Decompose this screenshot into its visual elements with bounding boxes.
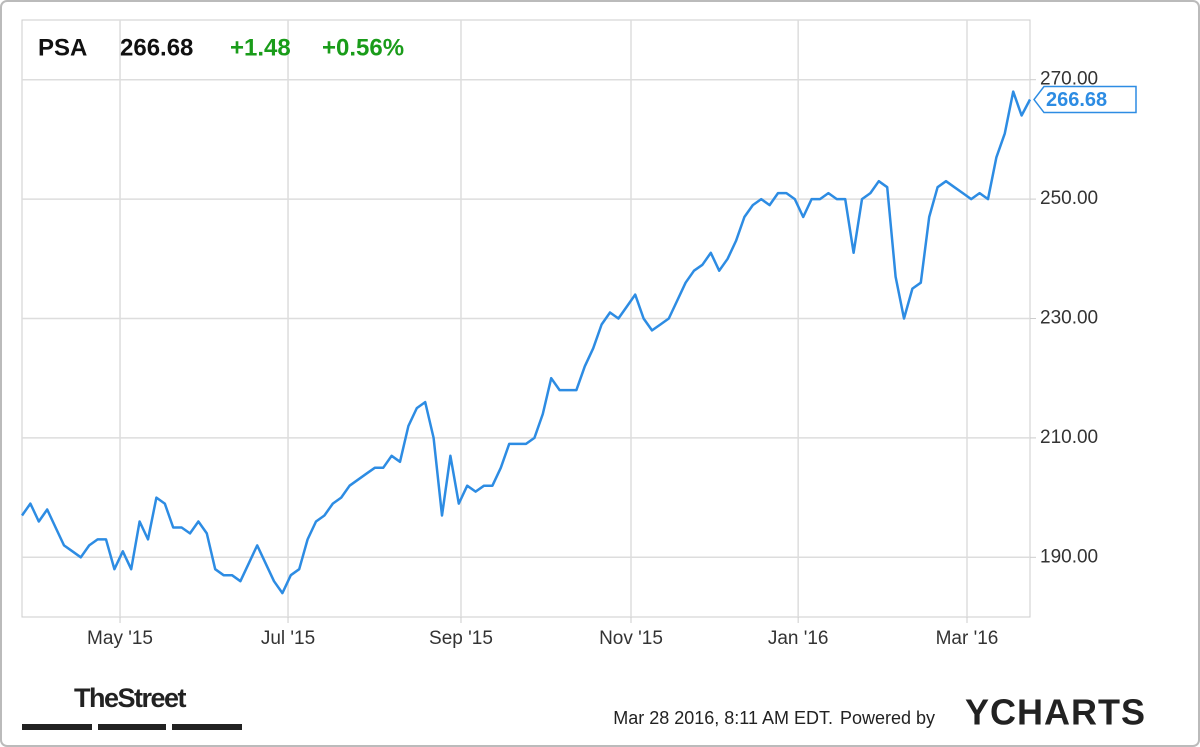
last-value-callout (1033, 85, 1137, 114)
x-tick-label: Sep '15 (429, 628, 493, 649)
y-tick-label: 190.00 (1040, 546, 1098, 567)
timestamp: Mar 28 2016, 8:11 AM EDT. (613, 708, 833, 728)
x-tick-label: Jul '15 (261, 628, 315, 649)
y-tick-label: 210.00 (1040, 427, 1098, 448)
last-value-label: 266.68 (1046, 89, 1107, 111)
brand: YCHARTS (965, 692, 1146, 733)
price: 266.68 (120, 34, 193, 61)
y-tick-label: 270.00 (1040, 69, 1098, 90)
x-tick-label: Mar '16 (936, 628, 999, 649)
source-logo: TheStreet (74, 683, 187, 713)
price-line (20, 90, 1032, 595)
change: +1.48 (230, 34, 291, 61)
y-tick-label: 250.00 (1040, 188, 1098, 209)
x-tick-label: Jan '16 (768, 628, 829, 649)
change-percent: +0.56% (322, 34, 404, 61)
x-tick-label: May '15 (87, 628, 153, 649)
source-bars (22, 724, 242, 730)
powered-by: Powered by (840, 708, 935, 728)
x-tick-label: Nov '15 (599, 628, 663, 649)
symbol: PSA (38, 34, 87, 61)
y-tick-label: 230.00 (1040, 308, 1098, 329)
